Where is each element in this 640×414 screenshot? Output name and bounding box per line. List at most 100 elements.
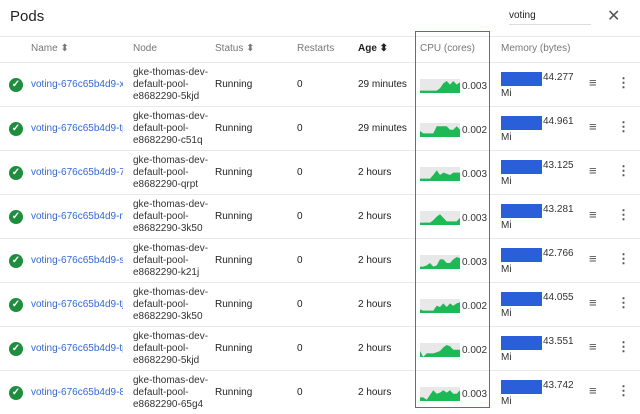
node-line: default-pool-: [133, 211, 189, 222]
restarts-count: 0: [297, 123, 303, 134]
column-header-node: Node: [133, 43, 157, 54]
cpu-sparkline-area: [420, 126, 460, 137]
memory-value: 43.742: [543, 380, 574, 391]
more-vert-icon[interactable]: ⋮: [617, 207, 630, 222]
pod-age: 2 hours: [358, 167, 392, 178]
logs-icon[interactable]: ≡: [589, 119, 597, 134]
pod-age: 2 hours: [358, 211, 392, 222]
table-row: ✓ voting-676c65b4d9-srl gke-thomas-dev- …: [0, 238, 640, 282]
pod-age: 29 minutes: [358, 79, 407, 90]
node-line: e8682290-3k50: [133, 311, 203, 322]
node-line: e8682290-3k50: [133, 223, 203, 234]
node-line: default-pool-: [133, 79, 189, 90]
cpu-value: 0.003: [462, 257, 488, 268]
more-vert-icon[interactable]: ⋮: [617, 119, 630, 134]
logs-icon[interactable]: ≡: [589, 339, 597, 354]
more-vert-icon[interactable]: ⋮: [617, 251, 630, 266]
column-header-memory: Memory (bytes): [501, 43, 571, 54]
pod-status: Running: [215, 343, 253, 354]
memory-sparkline-area: [501, 72, 542, 86]
pod-name-link[interactable]: voting-676c65b4d9-8f: [31, 387, 123, 398]
cpu-sparkline: [420, 387, 460, 401]
memory-unit: Mi: [501, 396, 512, 407]
more-vert-icon[interactable]: ⋮: [617, 339, 630, 354]
more-vert-icon[interactable]: ⋮: [617, 75, 630, 90]
restarts-count: 0: [297, 343, 303, 354]
node-line: gke-thomas-dev-: [133, 155, 209, 166]
restarts-count: 0: [297, 211, 303, 222]
logs-icon[interactable]: ≡: [589, 75, 597, 90]
pod-status: Running: [215, 299, 253, 310]
logs-icon[interactable]: ≡: [589, 251, 597, 266]
search-input[interactable]: voting: [509, 10, 591, 25]
pod-name-link[interactable]: voting-676c65b4d9-nv: [31, 211, 123, 222]
more-vert-icon[interactable]: ⋮: [617, 163, 630, 178]
logs-icon[interactable]: ≡: [589, 163, 597, 178]
pod-name-link[interactable]: voting-676c65b4d9-tpj: [31, 343, 123, 354]
memory-sparkline: [501, 248, 542, 262]
node-name: gke-thomas-dev- default-pool- e8682290-c…: [133, 111, 208, 147]
status-ok-icon: ✓: [9, 298, 23, 312]
memory-sparkline: [501, 72, 542, 86]
memory-sparkline: [501, 204, 542, 218]
logs-icon[interactable]: ≡: [589, 295, 597, 310]
node-line: e8682290-c51q: [133, 135, 203, 146]
pod-status: Running: [215, 255, 253, 266]
more-vert-icon[interactable]: ⋮: [617, 383, 630, 398]
restarts-count: 0: [297, 79, 303, 90]
memory-sparkline-area: [501, 248, 542, 262]
cpu-value: 0.002: [462, 125, 488, 136]
cpu-sparkline-area: [420, 390, 460, 401]
node-line: gke-thomas-dev-: [133, 287, 209, 298]
pod-name-link[interactable]: voting-676c65b4d9-tj6: [31, 299, 123, 310]
pod-age: 2 hours: [358, 299, 392, 310]
logs-icon[interactable]: ≡: [589, 383, 597, 398]
page-title: Pods: [10, 8, 45, 25]
memory-value: 44.055: [543, 292, 574, 303]
memory-unit: Mi: [501, 132, 512, 143]
memory-value: 44.277: [543, 72, 574, 83]
cpu-sparkline-area: [420, 81, 460, 93]
pod-name-link[interactable]: voting-676c65b4d9-72: [31, 167, 123, 178]
node-line: default-pool-: [133, 123, 189, 134]
close-icon[interactable]: ✕: [607, 8, 621, 25]
memory-value: 43.125: [543, 160, 574, 171]
node-line: default-pool-: [133, 255, 189, 266]
cpu-value: 0.003: [462, 169, 488, 180]
pod-name-link[interactable]: voting-676c65b4d9-tpr: [31, 123, 123, 134]
pod-name-link[interactable]: voting-676c65b4d9-xs: [31, 79, 123, 90]
memory-unit: Mi: [501, 88, 512, 99]
more-vert-icon[interactable]: ⋮: [617, 295, 630, 310]
cpu-sparkline-area: [420, 170, 460, 181]
cpu-value: 0.003: [462, 81, 488, 92]
memory-sparkline-area: [501, 116, 542, 130]
node-line: default-pool-: [133, 343, 189, 354]
table-row: ✓ voting-676c65b4d9-xs gke-thomas-dev- d…: [0, 62, 640, 106]
restarts-count: 0: [297, 167, 303, 178]
table-row: ✓ voting-676c65b4d9-nv gke-thomas-dev- d…: [0, 194, 640, 238]
node-line: default-pool-: [133, 387, 189, 398]
node-line: gke-thomas-dev-: [133, 243, 209, 254]
node-line: e8682290-65g4: [133, 399, 204, 410]
pod-age: 29 minutes: [358, 123, 407, 134]
node-line: gke-thomas-dev-: [133, 111, 209, 122]
cpu-sparkline: [420, 123, 460, 137]
column-header-age[interactable]: Age ⬍: [358, 43, 389, 54]
node-line: gke-thomas-dev-: [133, 67, 209, 78]
column-header-name[interactable]: Name ⬍: [31, 43, 69, 54]
logs-icon[interactable]: ≡: [589, 207, 597, 222]
memory-unit: Mi: [501, 220, 512, 231]
pod-status: Running: [215, 167, 253, 178]
pod-name-link[interactable]: voting-676c65b4d9-srl: [31, 255, 123, 266]
memory-sparkline: [501, 380, 542, 394]
node-name: gke-thomas-dev- default-pool- e8682290-6…: [133, 375, 208, 411]
column-header-status[interactable]: Status ⬍: [215, 43, 255, 54]
cpu-sparkline-area: [420, 214, 460, 225]
cpu-sparkline: [420, 167, 460, 181]
table-row: ✓ voting-676c65b4d9-tpj gke-thomas-dev- …: [0, 326, 640, 370]
cpu-sparkline-area: [420, 345, 460, 357]
cpu-sparkline: [420, 299, 460, 313]
node-name: gke-thomas-dev- default-pool- e8682290-3…: [133, 199, 208, 235]
cpu-sparkline-area: [420, 257, 460, 269]
status-ok-icon: ✓: [9, 122, 23, 136]
